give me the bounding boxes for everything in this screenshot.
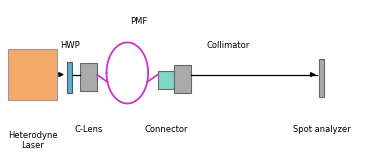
Text: C-Lens: C-Lens [74,125,103,134]
Text: Heterodyne
Laser: Heterodyne Laser [8,131,58,150]
Text: Spot analyzer: Spot analyzer [293,125,350,134]
FancyBboxPatch shape [158,71,174,89]
FancyBboxPatch shape [319,59,324,97]
FancyBboxPatch shape [8,49,57,100]
Text: Collimator: Collimator [206,41,250,51]
FancyBboxPatch shape [67,62,72,93]
Text: Connector: Connector [144,125,188,134]
FancyBboxPatch shape [80,63,97,91]
Text: PMF: PMF [130,17,147,26]
Text: HWP: HWP [60,41,79,51]
FancyBboxPatch shape [174,65,191,93]
